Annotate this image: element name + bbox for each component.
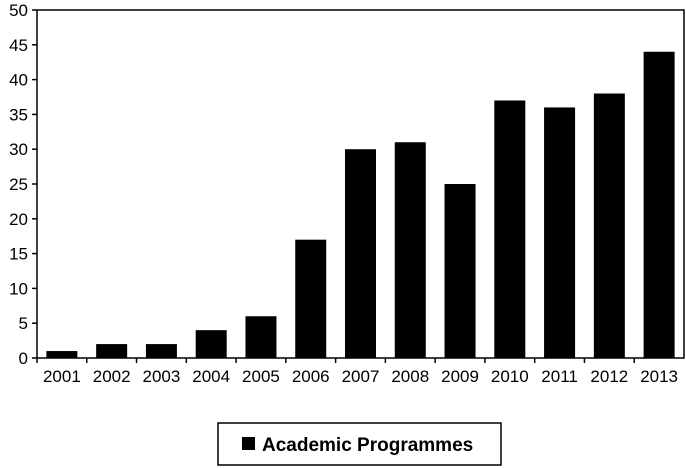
x-tick-label-2005: 2005	[242, 367, 280, 386]
y-tick-label: 20	[9, 210, 28, 229]
y-axis: 0 5 10 15 20 25 30 35 40 45 50	[9, 1, 37, 368]
bar-2004	[195, 330, 227, 358]
y-tick-label: 50	[9, 1, 28, 20]
y-tick-label: 5	[19, 314, 28, 333]
x-tick-label-2008: 2008	[391, 367, 429, 386]
x-tick-label-2010: 2010	[491, 367, 529, 386]
bar-2005	[245, 316, 277, 358]
bar-2013	[643, 51, 675, 358]
legend-swatch	[242, 437, 255, 450]
y-tick-label: 35	[9, 105, 28, 124]
x-tick-label-2007: 2007	[342, 367, 380, 386]
bar-2002	[96, 344, 128, 358]
x-tick-label-2002: 2002	[93, 367, 131, 386]
bar-2008	[394, 142, 426, 358]
x-tick-label-2013: 2013	[640, 367, 678, 386]
x-tick-label-2012: 2012	[590, 367, 628, 386]
bar-2010	[494, 100, 526, 358]
bar-2012	[593, 93, 625, 359]
y-tick-label: 15	[9, 245, 28, 264]
x-tick-label-2001: 2001	[43, 367, 81, 386]
y-tick-label: 30	[9, 140, 28, 159]
y-tick-label: 0	[19, 349, 28, 368]
x-tick-label-2003: 2003	[143, 367, 181, 386]
bar-2006	[295, 239, 327, 358]
legend: Academic Programmes	[217, 422, 502, 466]
legend-box	[217, 422, 502, 466]
x-tick-label-2006: 2006	[292, 367, 330, 386]
bar-2009	[444, 184, 476, 358]
bar-2011	[544, 107, 576, 358]
x-axis: 2001 2002 2003 2004 2005 2006 2007 2008 2009 2010…	[36, 358, 678, 386]
x-tick-label-2009: 2009	[441, 367, 479, 386]
x-tick-label-2011: 2011	[541, 367, 578, 386]
bar-2003	[145, 344, 177, 358]
bar-series	[46, 51, 675, 359]
y-tick-label: 25	[9, 175, 28, 194]
bar-2007	[345, 149, 376, 358]
x-tick-label-2004: 2004	[192, 367, 230, 386]
y-tick-label: 10	[9, 279, 28, 298]
y-tick-label: 40	[9, 71, 28, 90]
legend-label: Academic Programmes	[262, 435, 473, 456]
y-tick-label: 45	[9, 36, 28, 55]
bar-2001	[46, 351, 78, 358]
